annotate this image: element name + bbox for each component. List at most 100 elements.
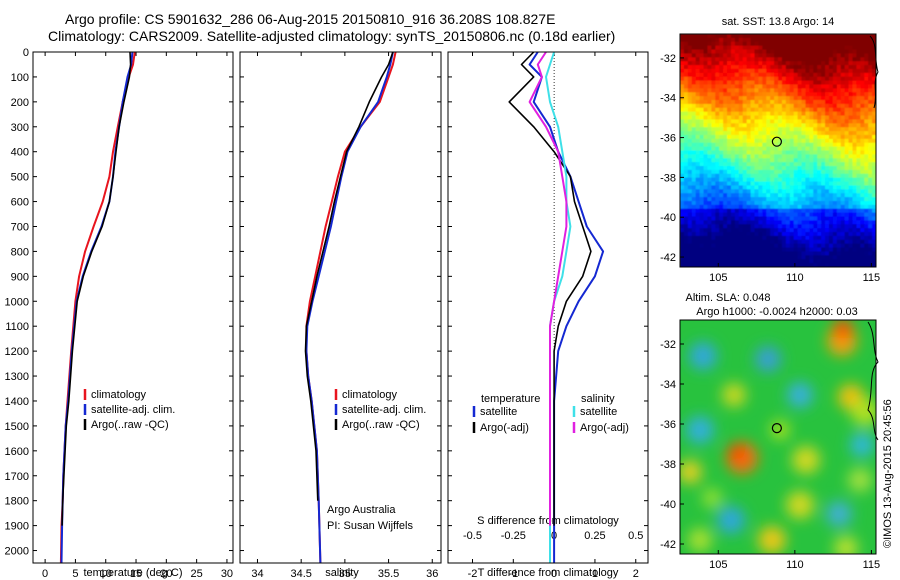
sst-cell [703,239,708,245]
sst-cell [730,232,736,237]
sst-cell [821,166,826,171]
sst-cell [789,92,795,97]
sst-cell [683,127,689,132]
sst-cell [774,263,779,267]
sst-cell [770,235,775,241]
sst-cell [805,119,810,124]
sst-cell [825,76,830,82]
sst-cell [762,34,767,39]
sst-cell [723,45,728,51]
sst-cell [695,119,701,124]
sst-cell [868,162,873,167]
sst-cell [852,45,857,51]
sst-cell [817,193,822,198]
sst-cell [758,84,763,89]
sst-cell [680,263,685,267]
sst-cell [687,197,693,202]
sst-cell [754,88,759,93]
sst-cell [766,45,771,51]
sla-eddy [686,416,714,444]
sst-cell [789,131,795,136]
sst-cell [715,189,720,194]
map-y-tick-label: -36 [660,133,676,145]
sst-cell [817,34,822,39]
sst-cell [778,131,783,136]
sst-cell [680,247,685,252]
sst-cell [828,251,834,256]
sst-cell [817,65,822,70]
sst-cell [868,111,873,117]
sst-cell [778,247,783,252]
sst-cell [699,111,705,117]
sst-cell [699,177,705,183]
sst-cell [680,154,685,159]
sst-cell [723,57,728,62]
sst-cell [832,34,838,39]
sst-cell [844,103,850,109]
sst-cell [840,200,846,206]
sst-cell [711,212,716,218]
sst-cell [872,107,876,113]
sst-cell [742,154,748,159]
sst-cell [727,177,732,183]
sst-cell [864,263,869,267]
sst-cell [711,232,716,237]
sst-cell [774,127,779,132]
sst-cell [754,115,759,120]
sst-cell [817,166,822,171]
sst-cell [719,100,724,105]
sst-cell [703,100,708,105]
sst-cell [683,138,689,144]
sst-cell [856,96,861,101]
sst-cell [801,216,806,221]
sst-cell [848,239,853,245]
sst-cell [683,76,689,82]
sst-cell [695,88,701,93]
sst-cell [840,34,846,39]
sst-cell [844,45,850,51]
sst-cell [770,111,775,117]
sst-cell [730,84,736,89]
sst-cell [695,37,701,43]
sst-cell [872,243,876,249]
sst-cell [680,239,685,245]
sst-cell [825,123,830,128]
sst-cell [832,115,838,120]
sst-cell [766,185,771,190]
sst-cell [766,220,771,225]
sst-cell [844,232,850,237]
sst-cell [766,228,771,233]
sst-cell [813,162,818,167]
sst-cell [817,76,822,82]
sst-cell [683,123,689,128]
sst-cell [774,138,779,144]
sst-cell [774,232,779,237]
sst-cell [703,45,708,51]
sst-cell [789,53,795,58]
sst-cell [817,72,822,78]
sst-cell [754,247,759,252]
sst-cell [797,255,803,260]
sst-cell [750,84,755,89]
sst-cell [758,49,763,54]
sst-cell [766,200,771,206]
sst-cell [781,49,787,54]
sst-cell [754,45,759,51]
sst-cell [860,37,865,43]
sst-cell [683,259,689,264]
sst-cell [805,243,810,249]
sst-cell [770,154,775,159]
sst-cell [805,76,810,82]
sst-cell [762,239,767,245]
sst-cell [852,123,857,128]
sst-cell [746,162,752,167]
sst-cell [852,68,857,74]
sst-cell [730,166,736,171]
sst-cell [683,243,689,249]
sst-cell [801,131,806,136]
sst-cell [683,204,689,210]
sst-cell [832,239,838,245]
sst-cell [727,80,732,85]
sst-cell [778,255,783,260]
map-y-tick-label: -32 [660,53,676,65]
